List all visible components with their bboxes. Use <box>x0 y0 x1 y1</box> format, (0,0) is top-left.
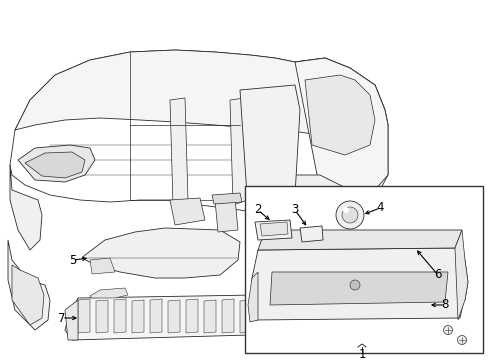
Text: 4: 4 <box>375 202 383 215</box>
Polygon shape <box>258 230 461 250</box>
Polygon shape <box>65 300 78 340</box>
Polygon shape <box>312 289 325 303</box>
Polygon shape <box>251 248 464 320</box>
Polygon shape <box>282 283 434 322</box>
Text: 3: 3 <box>291 203 298 216</box>
Text: 8: 8 <box>440 298 448 311</box>
Text: 6: 6 <box>433 269 441 282</box>
Polygon shape <box>454 230 467 320</box>
Polygon shape <box>299 217 414 266</box>
Polygon shape <box>294 210 424 272</box>
Polygon shape <box>260 222 287 236</box>
Polygon shape <box>12 265 44 325</box>
Polygon shape <box>18 145 95 182</box>
Polygon shape <box>305 75 374 155</box>
Circle shape <box>335 201 363 229</box>
Polygon shape <box>269 272 447 305</box>
Polygon shape <box>8 240 50 330</box>
Polygon shape <box>132 300 143 333</box>
Polygon shape <box>212 193 242 204</box>
Polygon shape <box>114 299 126 333</box>
Polygon shape <box>10 165 42 250</box>
Circle shape <box>341 207 357 223</box>
Polygon shape <box>215 198 238 232</box>
Circle shape <box>457 336 466 345</box>
Polygon shape <box>402 287 415 301</box>
Circle shape <box>349 280 359 290</box>
Text: 7: 7 <box>58 311 65 324</box>
Polygon shape <box>82 228 240 278</box>
Polygon shape <box>280 300 294 322</box>
Circle shape <box>342 207 348 213</box>
Polygon shape <box>366 287 379 301</box>
Text: 2: 2 <box>254 203 261 216</box>
Polygon shape <box>330 287 343 301</box>
Polygon shape <box>168 300 180 333</box>
Polygon shape <box>96 300 108 333</box>
Text: 5: 5 <box>69 253 77 266</box>
Polygon shape <box>254 220 291 240</box>
Polygon shape <box>299 226 323 242</box>
Polygon shape <box>65 295 258 340</box>
Polygon shape <box>294 58 387 200</box>
Polygon shape <box>25 152 85 178</box>
Polygon shape <box>287 175 374 270</box>
Polygon shape <box>229 98 247 205</box>
Polygon shape <box>240 85 299 218</box>
Polygon shape <box>90 288 128 298</box>
Polygon shape <box>203 300 216 333</box>
Text: 1: 1 <box>358 348 365 360</box>
Polygon shape <box>15 50 387 140</box>
Polygon shape <box>294 287 307 301</box>
Polygon shape <box>247 272 258 322</box>
Circle shape <box>443 325 451 334</box>
Polygon shape <box>10 50 387 220</box>
Polygon shape <box>240 300 251 333</box>
Polygon shape <box>170 98 187 205</box>
Polygon shape <box>150 299 162 333</box>
Polygon shape <box>222 299 234 333</box>
Polygon shape <box>185 299 198 333</box>
Polygon shape <box>384 289 397 303</box>
Polygon shape <box>170 198 204 225</box>
Polygon shape <box>348 289 361 303</box>
Polygon shape <box>280 238 294 258</box>
Polygon shape <box>90 258 115 274</box>
Bar <box>244 186 482 353</box>
Polygon shape <box>78 299 90 333</box>
Polygon shape <box>459 260 467 302</box>
